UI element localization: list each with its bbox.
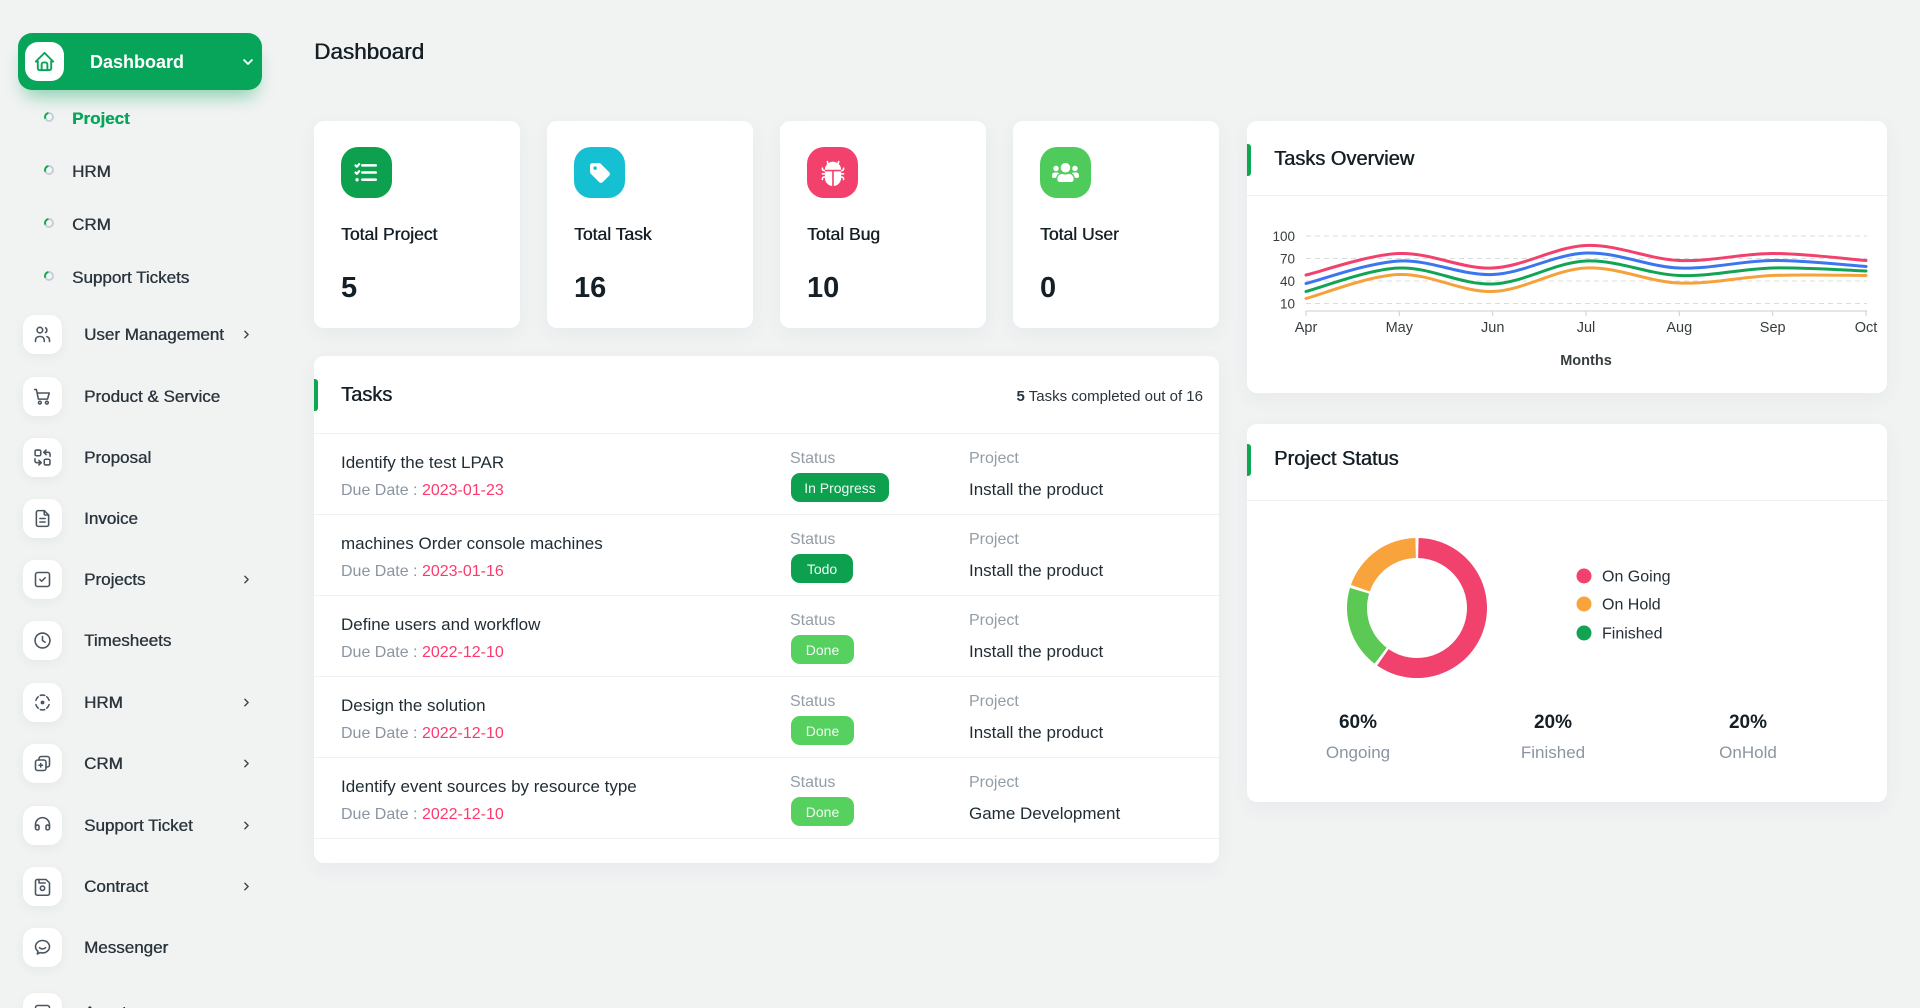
- svg-text:Sep: Sep: [1760, 320, 1786, 336]
- svg-text:Apr: Apr: [1295, 320, 1318, 336]
- svg-text:Oct: Oct: [1855, 320, 1878, 336]
- svg-text:70: 70: [1280, 252, 1295, 267]
- svg-text:100: 100: [1272, 229, 1295, 244]
- svg-text:40: 40: [1280, 274, 1295, 289]
- svg-text:Finished: Finished: [1602, 626, 1662, 643]
- svg-text:10: 10: [1280, 297, 1295, 312]
- svg-text:Jun: Jun: [1481, 320, 1504, 336]
- svg-text:On Hold: On Hold: [1602, 597, 1661, 614]
- svg-text:May: May: [1386, 320, 1414, 336]
- svg-text:Jul: Jul: [1577, 320, 1596, 336]
- svg-text:Months: Months: [1560, 353, 1612, 369]
- svg-text:Aug: Aug: [1666, 320, 1692, 336]
- svg-text:On Going: On Going: [1602, 569, 1670, 586]
